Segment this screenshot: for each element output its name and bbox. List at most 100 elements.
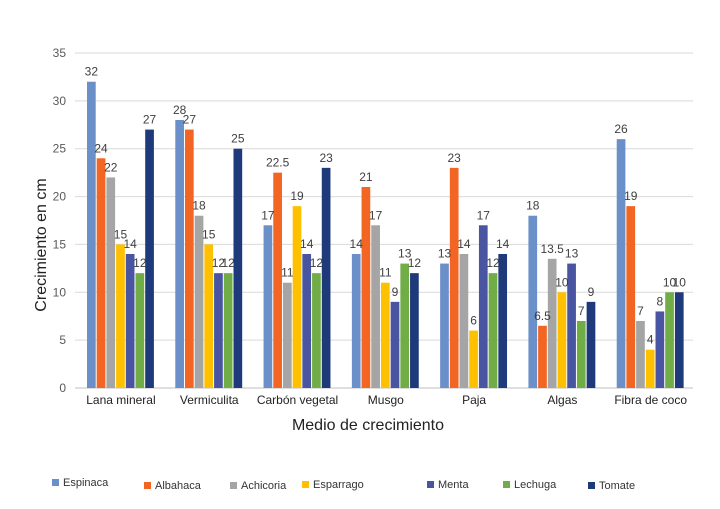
bar — [674, 292, 684, 388]
legend-swatch — [427, 481, 434, 488]
legend-label: Achicoria — [241, 480, 287, 492]
data-label: 21 — [359, 170, 373, 184]
bar — [586, 301, 596, 388]
bar — [106, 177, 116, 388]
x-category-label: Algas — [547, 393, 577, 407]
data-label: 8 — [657, 294, 664, 308]
bars — [87, 81, 684, 389]
data-label: 22.5 — [266, 156, 290, 170]
x-category-label: Paja — [462, 393, 486, 407]
bar — [557, 292, 567, 388]
y-tick-label: 15 — [53, 237, 67, 251]
x-axis-categories: Lana mineral Vermiculita Carbón vegetal Mus… — [86, 393, 687, 407]
data-label: 18 — [526, 199, 540, 213]
bar — [233, 148, 243, 388]
bar — [175, 120, 184, 388]
data-label: 12 — [408, 256, 422, 270]
data-label: 12 — [310, 256, 324, 270]
data-label: 23 — [448, 151, 462, 165]
legend-label: Menta — [438, 479, 469, 491]
bar — [655, 311, 665, 388]
data-label: 14 — [496, 237, 510, 251]
data-label: 13.5 — [540, 242, 564, 256]
data-label: 15 — [202, 227, 216, 241]
bar — [263, 225, 273, 388]
bar — [576, 321, 586, 388]
data-label: 25 — [231, 132, 245, 146]
data-label: 17 — [477, 208, 491, 222]
data-label: 26 — [614, 122, 628, 136]
legend-label: Esparrago — [313, 479, 364, 491]
bar — [145, 129, 154, 389]
x-category-label: Lana mineral — [86, 393, 155, 407]
data-label: 14 — [123, 237, 137, 251]
data-label: 9 — [392, 285, 399, 299]
legend-swatch — [503, 481, 510, 488]
bar — [440, 263, 449, 388]
legend-label: Tomate — [599, 480, 635, 492]
bar — [498, 254, 508, 388]
bar — [459, 254, 469, 388]
bar — [282, 282, 292, 388]
bar — [538, 325, 547, 388]
data-label: 13 — [565, 247, 579, 261]
x-category-label: Fibra de coco — [614, 393, 687, 407]
legend-swatch — [230, 482, 237, 489]
bar — [184, 129, 194, 389]
data-label: 32 — [85, 65, 99, 79]
bar — [478, 225, 488, 388]
bar — [135, 273, 145, 388]
y-tick-label: 35 — [53, 46, 67, 60]
data-label: 28 — [173, 103, 187, 117]
data-label: 6 — [470, 314, 477, 328]
data-label: 13 — [398, 247, 412, 261]
data-label: 12 — [212, 256, 226, 270]
bar — [87, 81, 96, 388]
data-label: 10 — [555, 275, 569, 289]
bar — [371, 225, 380, 388]
bar — [312, 273, 321, 388]
bar — [116, 244, 125, 388]
data-label: 17 — [369, 208, 383, 222]
legend: Espinaca Albahaca Achicoria Esparrago Menta L… — [52, 477, 635, 492]
legend-swatch — [52, 479, 59, 486]
data-label: 10 — [663, 275, 677, 289]
y-tick-label: 0 — [59, 381, 66, 395]
bar — [321, 167, 331, 388]
legend-label: Albahaca — [155, 480, 202, 492]
bar — [449, 167, 459, 388]
data-label: 13 — [438, 247, 452, 261]
y-tick-label: 10 — [53, 285, 67, 299]
y-axis-title: Crecimiento en cm — [33, 178, 50, 311]
bar — [214, 273, 223, 388]
legend-swatch — [302, 481, 309, 488]
bar — [400, 263, 410, 388]
bar — [626, 206, 636, 388]
x-category-label: Carbón vegetal — [257, 393, 338, 407]
y-tick-label: 25 — [53, 142, 67, 156]
x-axis-title: Medio de crecimiento — [292, 417, 444, 434]
bar — [194, 215, 204, 388]
bar — [302, 254, 312, 388]
bar — [273, 172, 282, 388]
y-tick-label: 30 — [53, 94, 67, 108]
bar — [292, 206, 302, 388]
bar — [96, 158, 106, 388]
data-label: 17 — [261, 208, 275, 222]
data-label: 19 — [290, 189, 304, 203]
bar — [469, 330, 478, 388]
bar — [567, 263, 576, 388]
legend-swatch — [588, 482, 595, 489]
y-axis-ticks: 0 5 10 15 20 25 30 35 — [53, 46, 67, 395]
legend-label: Espinaca — [63, 477, 109, 489]
data-label: 19 — [624, 189, 638, 203]
data-label: 14 — [350, 237, 364, 251]
data-label: 7 — [578, 304, 585, 318]
data-label: 11 — [281, 266, 294, 280]
data-label: 22 — [104, 160, 118, 174]
x-category-label: Vermiculita — [180, 393, 239, 407]
data-label: 14 — [457, 237, 471, 251]
bar — [361, 187, 371, 388]
bar — [488, 273, 498, 388]
